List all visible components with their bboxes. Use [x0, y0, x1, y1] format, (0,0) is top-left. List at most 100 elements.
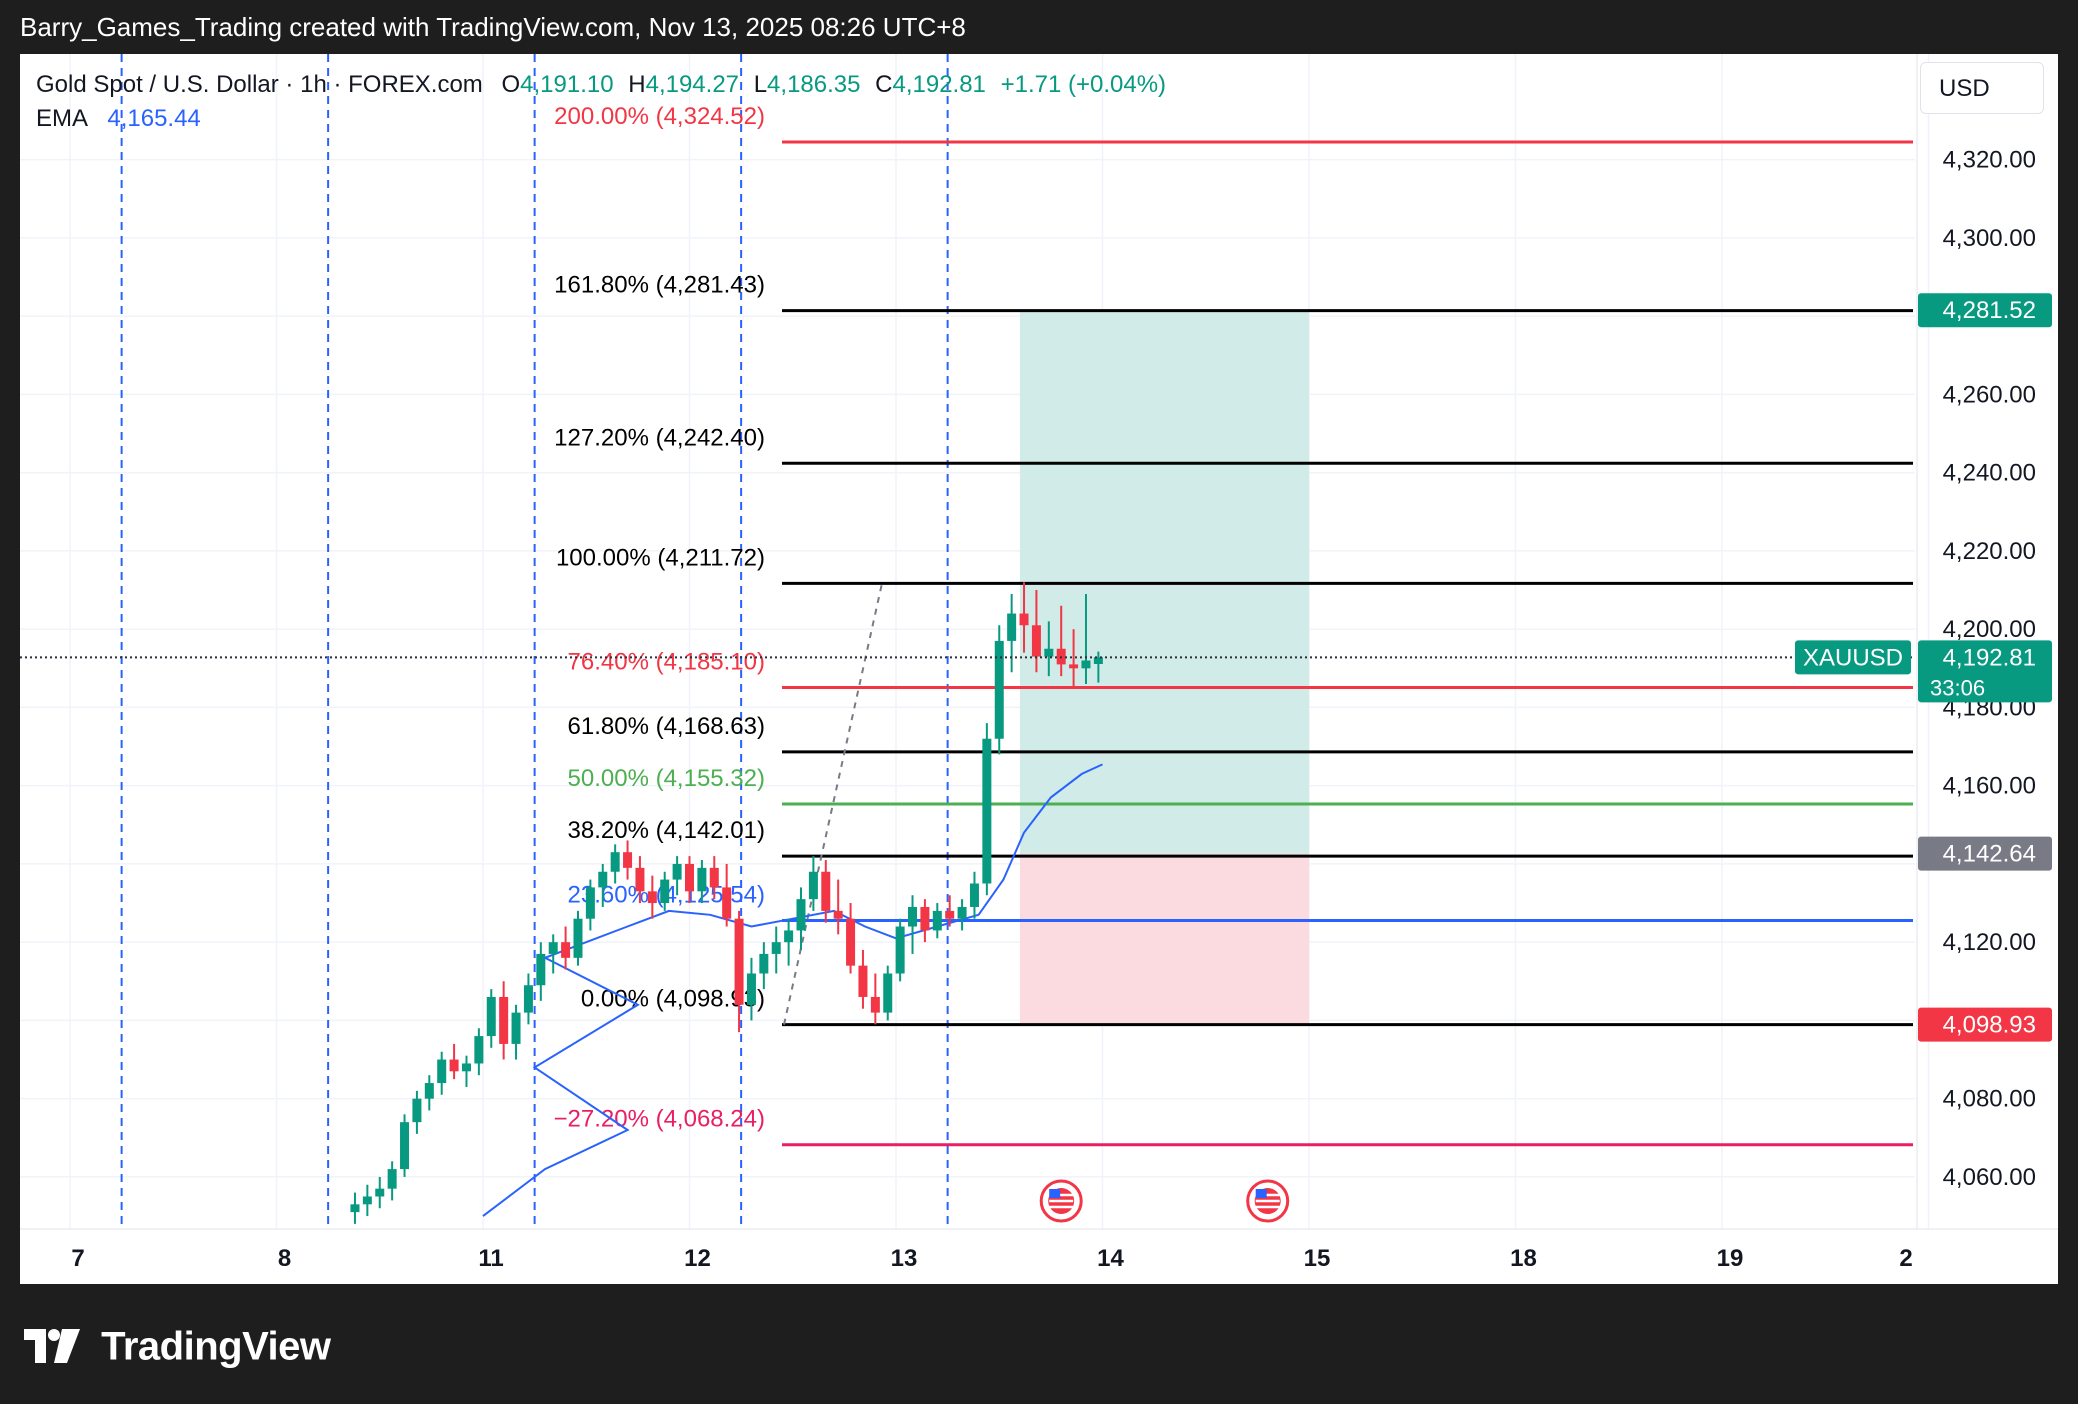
candle-up[interactable] [362, 1196, 372, 1205]
candle-up[interactable] [437, 1059, 447, 1084]
low-label: L [753, 71, 768, 98]
candle-up[interactable] [895, 926, 905, 974]
candle-up[interactable] [424, 1083, 434, 1099]
candle-down[interactable] [709, 867, 719, 888]
flag-canton [1255, 1189, 1267, 1198]
attribution-text: Barry_Games_Trading created with Trading… [20, 12, 966, 42]
candle-up[interactable] [1044, 648, 1054, 657]
currency-button[interactable]: USD [1920, 62, 2044, 114]
candle-up[interactable] [536, 953, 546, 986]
fib-level-label: 61.80% (4,168.63) [568, 713, 765, 740]
time-axis-tick-label: 11 [478, 1245, 503, 1272]
candle-down[interactable] [1069, 664, 1079, 669]
price-badge-label: 4,142.64 [1943, 841, 2036, 868]
price-badge[interactable] [1918, 1007, 2052, 1042]
tradingview-logo[interactable]: TradingView [24, 1318, 331, 1370]
candle-up[interactable] [548, 942, 558, 954]
candle-up[interactable] [387, 1169, 397, 1189]
bar-countdown-label: 33:06 [1930, 675, 1985, 700]
candle-up[interactable] [486, 996, 496, 1037]
candle-down[interactable] [920, 906, 930, 931]
ema-value: 4,165.44 [107, 105, 201, 132]
fib-level-label: 50.00% (4,155.32) [568, 765, 765, 792]
candle-up[interactable] [474, 1036, 484, 1064]
candle-up[interactable] [982, 738, 992, 884]
candle-down[interactable] [635, 867, 645, 892]
price-badge[interactable] [1918, 293, 2052, 328]
candle-up[interactable] [808, 871, 818, 900]
candle-up[interactable] [672, 863, 682, 880]
candle-down[interactable] [499, 996, 509, 1044]
candle-up[interactable] [784, 930, 794, 943]
current-price-badge[interactable] [1918, 640, 2052, 703]
candle-up[interactable] [610, 852, 620, 872]
price-badge[interactable] [1918, 836, 2052, 871]
symbol-tag[interactable] [1795, 640, 1911, 675]
candle-up[interactable] [994, 640, 1004, 739]
fib-level-label: 38.20% (4,142.01) [568, 817, 765, 844]
candle-up[interactable] [697, 867, 707, 892]
candle-up[interactable] [585, 887, 595, 919]
price-axis-tick-label: 4,240.00 [1943, 460, 2036, 487]
candle-up[interactable] [759, 953, 769, 974]
candle-up[interactable] [412, 1098, 422, 1123]
loss-zone[interactable] [1019, 853, 1309, 1025]
candle-up[interactable] [1081, 660, 1091, 669]
ema-line[interactable] [482, 763, 1103, 1217]
ema-label: EMA [36, 105, 87, 132]
time-axis-tick-label: 19 [1717, 1245, 1744, 1272]
candle-up[interactable] [375, 1188, 385, 1197]
candle-up[interactable] [932, 910, 942, 931]
candle-up[interactable] [1007, 613, 1017, 641]
symbol-description[interactable]: Gold Spot / U.S. Dollar · 1h · FOREX.com [36, 71, 483, 98]
candle-up[interactable] [511, 1012, 521, 1044]
candle-up[interactable] [461, 1063, 471, 1072]
candle-up[interactable] [598, 871, 608, 888]
candle-up[interactable] [573, 918, 583, 958]
candle-up[interactable] [523, 985, 533, 1013]
candle-up[interactable] [957, 906, 967, 919]
high-label: H [628, 71, 646, 98]
time-axis-tick-label: 8 [278, 1245, 291, 1272]
candle-up[interactable] [350, 1204, 360, 1213]
candle-down[interactable] [449, 1059, 459, 1072]
candle-down[interactable] [1031, 625, 1041, 657]
ema-legend-row[interactable]: EMA 4,165.44 [36, 102, 1166, 136]
candle-down[interactable] [734, 918, 744, 1005]
candle-up[interactable] [883, 973, 893, 1013]
chart-panel[interactable]: 200.00% (4,324.52) 161.80% (4,281.43) 127.… [20, 54, 2058, 1284]
candle-up[interactable] [400, 1122, 410, 1170]
candle-up[interactable] [660, 879, 670, 904]
candle-down[interactable] [623, 852, 633, 868]
flag-canton [1049, 1189, 1061, 1198]
candle-down[interactable] [833, 910, 843, 919]
time-axis-tick-label: 15 [1304, 1245, 1331, 1272]
open-label: O [501, 71, 521, 98]
candle-up[interactable] [746, 973, 756, 1005]
price-badge-label: 4,098.93 [1943, 1012, 2036, 1039]
candle-up[interactable] [1093, 657, 1103, 665]
candle-down[interactable] [561, 942, 571, 958]
candle-up[interactable] [908, 906, 918, 927]
tradingview-brand: TradingView [101, 1324, 331, 1369]
price-axis-tick-label: 4,080.00 [1943, 1086, 2036, 1113]
candle-down[interactable] [846, 918, 856, 966]
low-value: 4,186.35 [767, 71, 861, 98]
price-chart[interactable]: 200.00% (4,324.52) 161.80% (4,281.43) 127.… [20, 54, 2058, 1284]
candle-down[interactable] [870, 996, 880, 1013]
candle-down[interactable] [821, 871, 831, 911]
candle-down[interactable] [1019, 613, 1029, 626]
candle-down[interactable] [858, 965, 868, 997]
candle-up[interactable] [969, 883, 979, 907]
price-badge-label: 4,281.52 [1943, 297, 2036, 324]
high-value: 4,194.27 [645, 71, 740, 98]
tradingview-logo-icon [24, 1329, 80, 1364]
candle-down[interactable] [722, 887, 732, 919]
candle-up[interactable] [796, 899, 806, 931]
candle-down[interactable] [685, 863, 694, 892]
time-axis-tick-label: 14 [1097, 1245, 1124, 1272]
current-price-label: 4,192.81 [1943, 644, 2036, 671]
candle-down[interactable] [945, 910, 955, 919]
candle-up[interactable] [771, 942, 781, 954]
candle-down[interactable] [647, 891, 657, 904]
